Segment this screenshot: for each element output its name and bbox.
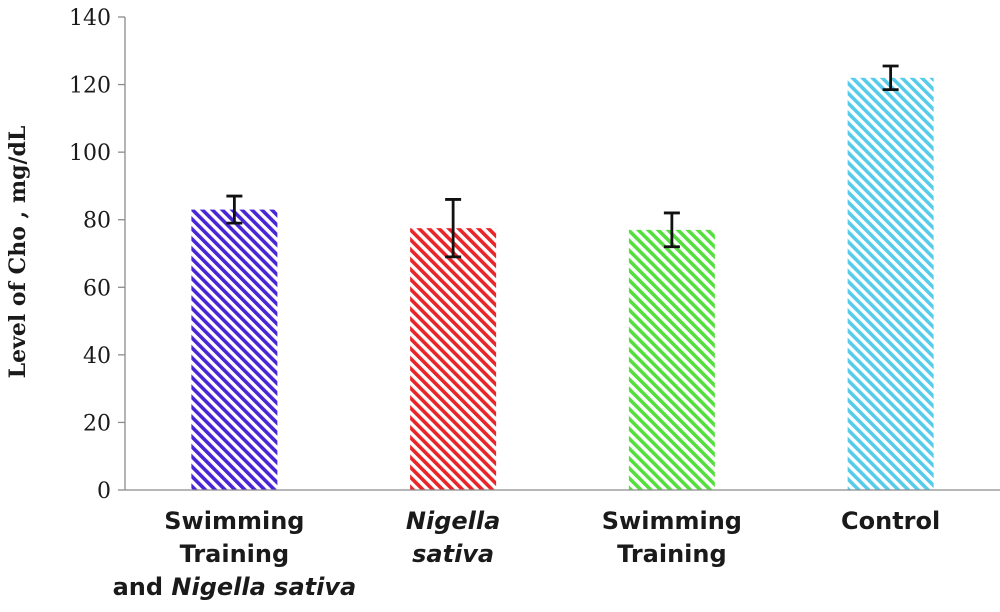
x-category-label: Swimming Training and Nigella sativa	[113, 507, 357, 601]
y-axis-label: Level of Cho , mg/dL	[5, 126, 31, 379]
x-category-label: Swimming Training	[602, 507, 742, 568]
y-tick-label: 60	[83, 276, 111, 301]
y-tick-label: 20	[83, 411, 111, 436]
error-bar	[882, 64, 899, 92]
error-bar	[226, 194, 243, 225]
error-bar	[445, 198, 462, 259]
x-category-label: Control	[841, 507, 940, 535]
error-bars	[226, 64, 899, 259]
axes	[118, 16, 1000, 491]
bar	[628, 229, 715, 490]
x-category-labels: Swimming Training and Nigella sativa Nigell…	[113, 507, 941, 601]
bar	[191, 209, 278, 491]
y-tick-label: 0	[97, 479, 111, 504]
error-bar	[663, 211, 680, 249]
x-category-label: Nigella sativa	[406, 507, 500, 568]
bar	[410, 228, 497, 491]
y-tick-label: 120	[69, 74, 111, 99]
y-tick-label: 140	[69, 6, 111, 31]
bars	[191, 77, 934, 491]
y-tick-label: 40	[83, 344, 111, 369]
bar	[847, 77, 934, 491]
y-tick-label: 80	[83, 209, 111, 234]
y-tick-label: 100	[69, 141, 111, 166]
y-tick-labels: 0 20 40 60 80 100 120 140	[69, 6, 111, 504]
